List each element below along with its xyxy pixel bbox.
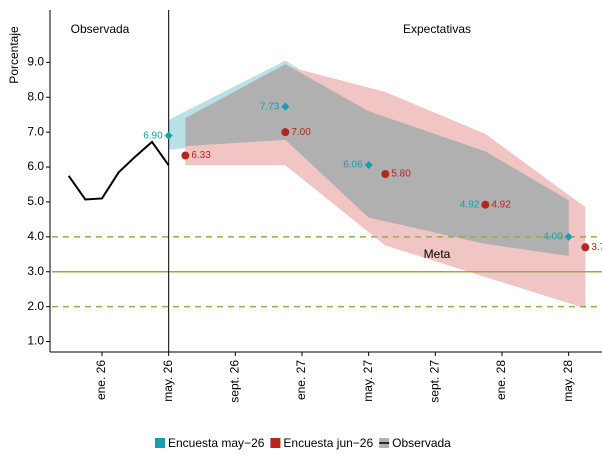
point xyxy=(581,243,590,252)
x-tick-label: may. 28 xyxy=(561,360,575,402)
x-tick-label: ene. 28 xyxy=(494,360,508,400)
data-label: 7.00 xyxy=(291,127,311,138)
y-tick-label: 3.0 xyxy=(27,264,44,278)
forecast-label: Expectativas xyxy=(403,22,471,36)
data-label: 6.33 xyxy=(191,150,211,161)
band xyxy=(185,64,569,257)
y-tick-label: 7.0 xyxy=(27,124,44,138)
legend-label: Encuesta jun−26 xyxy=(283,436,373,450)
y-tick-label: 9.0 xyxy=(27,55,44,69)
y-tick-label: 8.0 xyxy=(27,89,44,103)
y-tick-label: 4.0 xyxy=(27,229,44,243)
y-tick-label: 5.0 xyxy=(27,194,44,208)
x-tick-label: ene. 27 xyxy=(294,360,308,400)
observed-line xyxy=(67,140,170,201)
point xyxy=(281,128,290,137)
x-tick-label: may. 27 xyxy=(361,360,375,402)
legend-label: Encuesta may−26 xyxy=(168,436,265,450)
data-label: 6.06 xyxy=(343,160,363,171)
x-tick-label: ene. 26 xyxy=(94,360,108,400)
x-tick-label: may. 26 xyxy=(161,360,175,402)
point xyxy=(164,131,173,140)
point xyxy=(281,102,290,111)
data-label: 3.70 xyxy=(591,242,602,253)
data-label: 4.92 xyxy=(491,199,511,210)
y-axis-title: Porcentaje xyxy=(7,26,21,84)
y-tick-label: 2.0 xyxy=(27,299,44,313)
y-tick-label: 1.0 xyxy=(27,334,44,348)
data-label: 4.92 xyxy=(460,199,480,210)
target-label: Meta xyxy=(424,247,451,261)
data-label: 7.73 xyxy=(260,101,280,112)
point xyxy=(564,232,573,241)
data-label: 5.80 xyxy=(391,169,411,180)
legend: Encuesta may−26 Encuesta jun−26 Observada xyxy=(155,436,451,450)
point xyxy=(364,160,373,169)
legend-label: Observada xyxy=(392,436,451,450)
point xyxy=(381,170,390,179)
point xyxy=(181,151,190,160)
x-tick-label: sept. 26 xyxy=(228,360,242,403)
data-label: 4.00 xyxy=(543,231,563,242)
data-label: 6.90 xyxy=(143,130,163,141)
x-tick-label: sept. 27 xyxy=(428,360,442,403)
y-tick-label: 6.0 xyxy=(27,159,44,173)
point xyxy=(481,200,490,209)
observed-label: Observada xyxy=(71,22,130,36)
